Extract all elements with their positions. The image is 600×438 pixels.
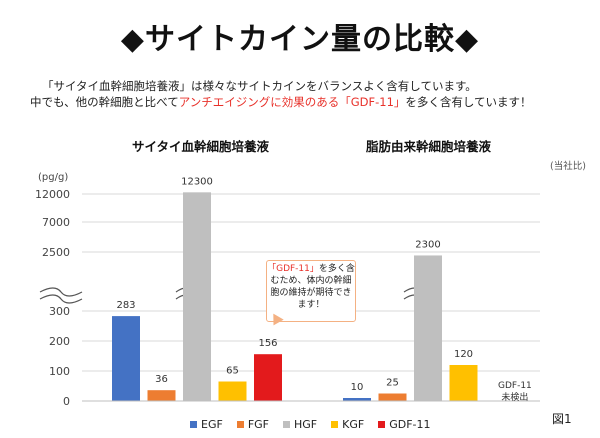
bar-1-gdf-11 [254, 354, 282, 401]
not-detected-note: GDF-11 未検出 [498, 380, 532, 404]
intro-text: 「サイタイ血幹細胞培養液」は様々なサイトカインをバランスよく含有しています。 中… [30, 78, 590, 110]
legend-label: FGF [247, 418, 269, 431]
intro-line-2-pre: 中でも、他の幹細胞と比べて [30, 95, 179, 109]
y-tick-label: 12000 [35, 188, 70, 201]
callout-text: を多く含むため、体内の幹細胞の維持が期待できます！ [270, 264, 355, 310]
legend-item: EGF [190, 418, 223, 431]
legend-swatch [190, 421, 197, 428]
axis-break-mark [39, 294, 83, 304]
legend-item: GDF-11 [378, 418, 431, 431]
figure-label: 図1 [552, 412, 572, 426]
data-label: 25 [386, 378, 399, 389]
bar-2-kgf [449, 365, 478, 401]
intro-line-2: 中でも、他の幹細胞と比べてアンチエイジングに効果のある「GDF-11」を多く含有… [30, 94, 590, 110]
legend-item: HGF [283, 418, 317, 431]
y-tick-label: 2500 [42, 246, 70, 259]
not-detected-line-2: 未検出 [501, 393, 529, 403]
intro-line-1: 「サイタイ血幹細胞培養液」は様々なサイトカインをバランスよく含有しています。 [42, 79, 477, 93]
legend-item: FGF [236, 418, 269, 431]
data-label: 283 [116, 300, 135, 311]
data-label: 65 [226, 366, 239, 377]
bar-1-kgf [218, 381, 247, 401]
intro-line-2-post: を多く含有しています！ [405, 95, 532, 109]
data-label: 2300 [415, 239, 440, 250]
data-label: 156 [258, 338, 277, 349]
chart-legend: EGF FGF HGF KGF GDF-11 [190, 418, 431, 431]
legend-swatch [331, 421, 339, 428]
axis-break-mark [39, 287, 83, 297]
y-tick-label: 300 [49, 305, 70, 318]
legend-label: KGF [342, 418, 365, 431]
legend-label: EGF [201, 418, 223, 431]
page-title: ◆サイトカイン量の比較◆ [120, 22, 480, 57]
y-tick-label: 200 [49, 335, 70, 348]
intro-highlight: アンチエイジングに効果のある「GDF-11」 [178, 95, 406, 109]
bar-1-fgf [147, 390, 176, 401]
y-tick-label: 7000 [42, 216, 70, 229]
bar-1-hgf [183, 192, 211, 401]
y-axis-label: (pg/g) [38, 172, 69, 183]
bar-2-hgf [414, 255, 442, 401]
y-tick-label: 100 [49, 365, 70, 378]
unit-note: (当社比) [550, 161, 586, 172]
group-2-title: 脂肪由来幹細胞培養液 [366, 139, 492, 154]
not-detected-line-1: GDF-11 [498, 381, 532, 391]
y-tick-label: 0 [63, 395, 70, 408]
data-label: 12300 [181, 176, 213, 187]
legend-swatch [236, 421, 244, 428]
callout-quote: 「GDF-11」 [267, 264, 319, 274]
data-label: 10 [351, 382, 364, 393]
legend-label: HGF [294, 418, 318, 431]
legend-swatch [283, 421, 290, 428]
bar-2-egf [343, 398, 371, 401]
legend-swatch [378, 421, 386, 428]
group-1-title: サイタイ血幹細胞培養液 [132, 139, 270, 154]
data-label: 120 [454, 349, 473, 360]
data-label: 36 [155, 374, 168, 385]
legend-item: KGF [331, 418, 364, 431]
bar-1-egf [112, 316, 140, 401]
callout-box: 「GDF-11」を多く含むため、体内の幹細胞の維持が期待できます！ [266, 260, 356, 322]
bar-2-fgf [378, 393, 407, 401]
legend-label: GDF-11 [389, 418, 431, 431]
